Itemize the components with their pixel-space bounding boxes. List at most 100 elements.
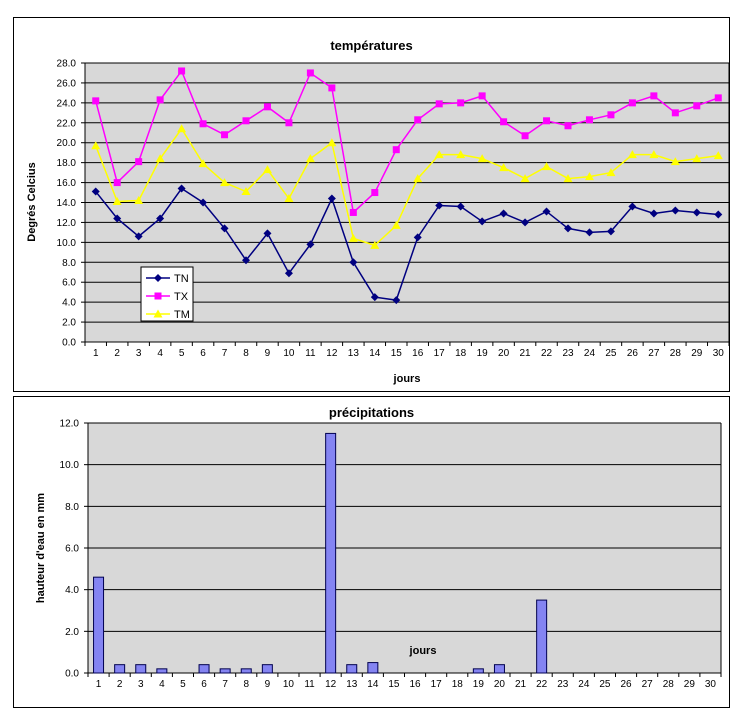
- y-tick-label: 0.0: [65, 669, 79, 680]
- marker-triangle: [413, 174, 423, 183]
- marker-square: [650, 92, 658, 100]
- marker-triangle: [370, 240, 380, 249]
- x-tick-label: 3: [136, 348, 142, 359]
- x-tick-label: 1: [93, 348, 99, 359]
- marker-square: [392, 146, 400, 154]
- x-tick-label: 12: [326, 348, 338, 359]
- x-tick-label: 17: [431, 679, 443, 690]
- marker-triangle: [241, 187, 251, 196]
- x-tick-label: 24: [578, 679, 590, 690]
- marker-square: [607, 111, 615, 119]
- marker-triangle: [499, 163, 509, 172]
- y-tick-label: 24.0: [57, 98, 77, 109]
- x-tick-label: 5: [179, 348, 185, 359]
- marker-diamond: [649, 209, 658, 218]
- marker-square: [435, 100, 443, 108]
- marker-diamond: [284, 269, 293, 278]
- marker-diamond: [521, 218, 530, 227]
- x-tick-label: 9: [265, 348, 271, 359]
- marker-diamond: [349, 258, 358, 267]
- y-tick-label: 28.0: [57, 59, 77, 70]
- x-tick-label: 2: [114, 348, 120, 359]
- marker-diamond: [456, 202, 465, 211]
- marker-diamond: [435, 201, 444, 210]
- marker-square: [693, 102, 701, 110]
- x-tick-label: 7: [222, 348, 228, 359]
- marker-triangle: [220, 178, 230, 187]
- x-tick-label: 29: [691, 348, 703, 359]
- legend-label-TN: TN: [174, 273, 189, 285]
- bar-day-6: [198, 664, 210, 674]
- y-tick-label: 14.0: [57, 198, 77, 209]
- x-tick-label: 15: [388, 679, 400, 690]
- marker-square: [414, 116, 422, 124]
- marker-square: [671, 109, 679, 117]
- marker-square: [113, 179, 121, 187]
- marker-square: [263, 103, 271, 111]
- marker-square: [154, 292, 162, 300]
- marker-diamond: [478, 217, 487, 226]
- x-tick-label: 13: [348, 348, 360, 359]
- marker-diamond: [199, 198, 208, 207]
- bar-day-3: [135, 664, 147, 674]
- bar-day-1: [93, 576, 105, 674]
- marker-triangle: [91, 141, 101, 150]
- bar-day-20: [493, 664, 505, 674]
- y-tick-label: 8.0: [62, 258, 76, 269]
- marker-diamond: [156, 214, 165, 223]
- y-tick-label: 4.0: [62, 298, 76, 309]
- marker-triangle: [434, 150, 444, 159]
- bar-day-4: [156, 668, 168, 674]
- marker-diamond: [499, 209, 508, 218]
- series-TN-line: [95, 187, 719, 301]
- marker-diamond: [263, 229, 272, 238]
- marker-diamond: [714, 210, 723, 219]
- y-tick-label: 26.0: [57, 78, 77, 89]
- x-tick-label: 4: [159, 679, 165, 690]
- x-tick-label: 22: [541, 348, 553, 359]
- x-tick-label: 3: [138, 679, 144, 690]
- x-tick-label: 8: [243, 679, 249, 690]
- y-tick-label: 2.0: [62, 318, 76, 329]
- x-tick-label: 20: [498, 348, 510, 359]
- series-TX-line: [95, 69, 719, 214]
- bar-day-8: [240, 668, 252, 674]
- temperatures-chart-title: températures: [330, 38, 413, 53]
- legend-box: [140, 266, 194, 322]
- x-tick-label: 11: [304, 679, 315, 690]
- x-tick-label: 12: [325, 679, 337, 690]
- marker-square: [328, 84, 336, 92]
- x-tick-label: 25: [605, 348, 617, 359]
- legend-label-TX: TX: [174, 291, 189, 303]
- x-tick-label: 15: [391, 348, 403, 359]
- marker-triangle: [284, 194, 294, 203]
- marker-square: [306, 69, 314, 77]
- marker-triangle: [305, 154, 315, 163]
- marker-triangle: [584, 172, 594, 181]
- marker-square: [242, 117, 250, 125]
- marker-square: [500, 118, 508, 126]
- x-tick-label: 6: [200, 348, 206, 359]
- x-tick-label: 27: [642, 679, 654, 690]
- marker-diamond: [113, 214, 122, 223]
- y-tick-label: 4.0: [65, 585, 79, 596]
- x-tick-label: 29: [684, 679, 696, 690]
- marker-triangle: [627, 150, 637, 159]
- marker-triangle: [670, 157, 680, 166]
- bar-day-9: [261, 664, 273, 674]
- marker-diamond: [671, 206, 680, 215]
- marker-square: [135, 158, 143, 166]
- x-tick-label: 19: [473, 679, 485, 690]
- marker-triangle: [327, 138, 337, 147]
- marker-triangle: [348, 233, 358, 242]
- x-tick-label: 22: [536, 679, 548, 690]
- marker-diamond: [413, 233, 422, 242]
- marker-square: [349, 208, 357, 216]
- x-tick-label: 10: [283, 679, 295, 690]
- x-tick-label: 28: [663, 679, 675, 690]
- x-tick-label: 7: [222, 679, 228, 690]
- x-tick-label: 18: [455, 348, 467, 359]
- x-tick-label: 21: [520, 348, 532, 359]
- marker-diamond: [327, 194, 336, 203]
- temperatures-x-axis-title: jours: [393, 373, 421, 385]
